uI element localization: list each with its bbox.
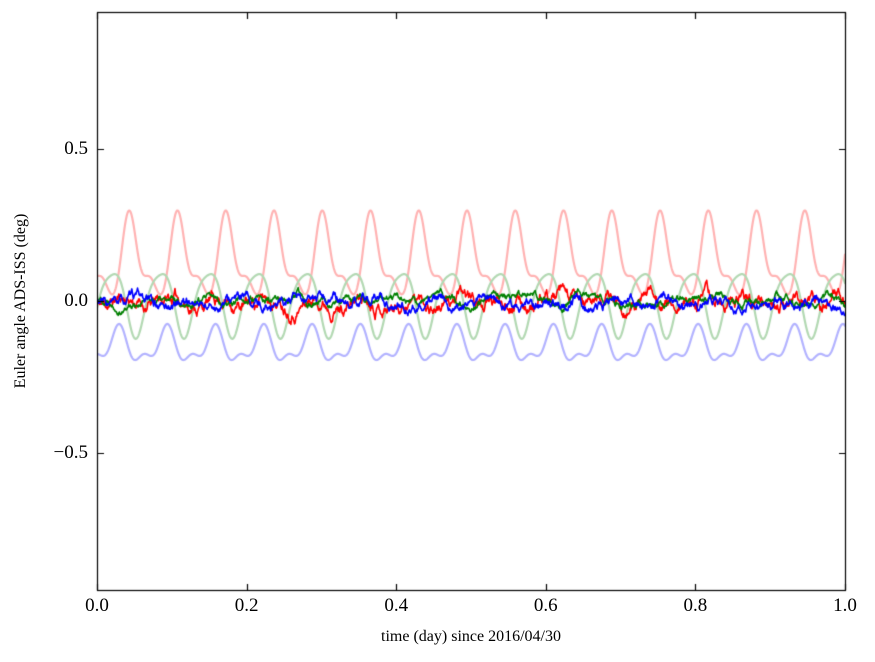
y-tick-label: 0.0	[64, 290, 88, 311]
y-tick-label: 0.5	[64, 137, 88, 159]
x-tick-label: 1.0	[833, 595, 857, 616]
x-tick-label: 0.8	[683, 595, 708, 616]
x-tick-label: 0.0	[85, 595, 109, 616]
y-tick-label: −0.5	[53, 442, 88, 464]
x-tick-label: 0.4	[384, 595, 409, 616]
x-axis-label: time (day) since 2016/04/30	[381, 628, 561, 645]
x-tick-label: 0.6	[533, 595, 558, 616]
x-tick-label: 0.2	[234, 595, 259, 616]
